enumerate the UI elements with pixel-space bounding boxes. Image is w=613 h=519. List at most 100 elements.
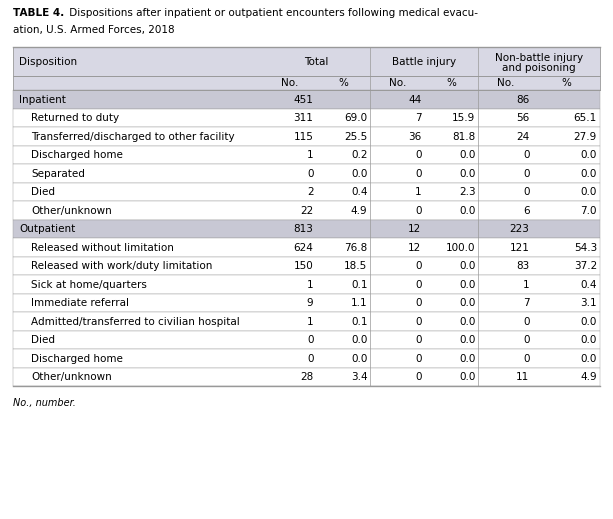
Text: 0.0: 0.0 <box>581 150 597 160</box>
Text: 25.5: 25.5 <box>345 132 367 142</box>
Text: 0: 0 <box>523 150 530 160</box>
Text: Transferred/discharged to other facility: Transferred/discharged to other facility <box>31 132 235 142</box>
Text: 0.2: 0.2 <box>351 150 367 160</box>
Text: Admitted/transferred to civilian hospital: Admitted/transferred to civilian hospita… <box>31 317 240 327</box>
Bar <box>13 312 600 331</box>
Text: 0: 0 <box>415 280 422 290</box>
Text: Discharged home: Discharged home <box>31 150 123 160</box>
Bar <box>13 183 600 201</box>
Bar <box>13 220 600 239</box>
Text: 86: 86 <box>516 95 530 105</box>
Text: Released without limitation: Released without limitation <box>31 243 174 253</box>
Bar <box>13 368 600 387</box>
Text: 451: 451 <box>294 95 313 105</box>
Bar <box>13 90 600 109</box>
Text: 0: 0 <box>415 317 422 327</box>
Text: 15.9: 15.9 <box>452 113 476 123</box>
Text: No.: No. <box>281 78 298 88</box>
Text: 0.0: 0.0 <box>581 187 597 197</box>
Text: 0.0: 0.0 <box>459 280 476 290</box>
Text: 0: 0 <box>415 354 422 364</box>
Text: Separated: Separated <box>31 169 85 179</box>
Text: 0.0: 0.0 <box>459 169 476 179</box>
Text: 1: 1 <box>307 317 313 327</box>
Text: 100.0: 100.0 <box>446 243 476 253</box>
Text: 81.8: 81.8 <box>452 132 476 142</box>
Text: and poisoning: and poisoning <box>503 63 576 73</box>
Text: 24: 24 <box>516 132 530 142</box>
Text: 0.0: 0.0 <box>459 354 476 364</box>
Text: 0.0: 0.0 <box>459 150 476 160</box>
Text: 3.4: 3.4 <box>351 372 367 383</box>
Text: 115: 115 <box>294 132 313 142</box>
Bar <box>13 331 600 349</box>
Text: 0.0: 0.0 <box>351 354 367 364</box>
Bar <box>13 239 600 257</box>
Text: 7: 7 <box>523 298 530 308</box>
Text: 54.3: 54.3 <box>574 243 597 253</box>
Text: 22: 22 <box>300 206 313 216</box>
Text: 12: 12 <box>408 243 422 253</box>
Bar <box>13 109 600 128</box>
Text: 0.4: 0.4 <box>581 280 597 290</box>
Text: 0.0: 0.0 <box>459 335 476 345</box>
Text: 1: 1 <box>523 280 530 290</box>
Text: 0.1: 0.1 <box>351 280 367 290</box>
Text: 0.0: 0.0 <box>581 317 597 327</box>
Text: 0.0: 0.0 <box>459 298 476 308</box>
Text: 7.0: 7.0 <box>581 206 597 216</box>
Text: 1: 1 <box>307 280 313 290</box>
Text: 0: 0 <box>415 298 422 308</box>
Text: 0: 0 <box>523 187 530 197</box>
Bar <box>13 349 600 368</box>
Text: 9: 9 <box>307 298 313 308</box>
Text: Immediate referral: Immediate referral <box>31 298 129 308</box>
Text: No., number.: No., number. <box>13 399 76 408</box>
Bar <box>13 47 600 76</box>
Bar <box>13 128 600 146</box>
Text: 65.1: 65.1 <box>574 113 597 123</box>
Bar <box>13 257 600 276</box>
Text: 37.2: 37.2 <box>574 261 597 271</box>
Text: 0.0: 0.0 <box>459 317 476 327</box>
Text: 3.1: 3.1 <box>581 298 597 308</box>
Text: 813: 813 <box>294 224 313 234</box>
Bar <box>13 76 600 90</box>
Text: 0.0: 0.0 <box>581 169 597 179</box>
Bar <box>13 165 600 183</box>
Text: 2: 2 <box>307 187 313 197</box>
Text: 4.9: 4.9 <box>351 206 367 216</box>
Text: 0: 0 <box>415 261 422 271</box>
Text: 28: 28 <box>300 372 313 383</box>
Text: 18.5: 18.5 <box>345 261 367 271</box>
Text: 1.1: 1.1 <box>351 298 367 308</box>
Text: Other/unknown: Other/unknown <box>31 372 112 383</box>
Text: 0: 0 <box>415 372 422 383</box>
Text: Disposition: Disposition <box>19 57 77 66</box>
Text: 56: 56 <box>516 113 530 123</box>
Text: TABLE 4.: TABLE 4. <box>13 8 64 18</box>
Text: 150: 150 <box>294 261 313 271</box>
Bar <box>13 294 600 312</box>
Text: No.: No. <box>389 78 406 88</box>
Text: 0: 0 <box>523 354 530 364</box>
Text: 44: 44 <box>408 95 422 105</box>
Text: 0: 0 <box>415 169 422 179</box>
Text: Other/unknown: Other/unknown <box>31 206 112 216</box>
Text: Released with work/duty limitation: Released with work/duty limitation <box>31 261 212 271</box>
Text: 0: 0 <box>523 169 530 179</box>
Text: 0.0: 0.0 <box>459 372 476 383</box>
Text: ation, U.S. Armed Forces, 2018: ation, U.S. Armed Forces, 2018 <box>13 25 175 35</box>
Text: Died: Died <box>31 187 55 197</box>
Text: 7: 7 <box>415 113 422 123</box>
Text: Died: Died <box>31 335 55 345</box>
Text: 76.8: 76.8 <box>345 243 367 253</box>
Text: No.: No. <box>497 78 514 88</box>
Text: 83: 83 <box>516 261 530 271</box>
Bar <box>13 276 600 294</box>
Text: 6: 6 <box>523 206 530 216</box>
Text: 0: 0 <box>523 317 530 327</box>
Text: 0.0: 0.0 <box>581 354 597 364</box>
Text: Battle injury: Battle injury <box>392 57 457 66</box>
Text: 0.0: 0.0 <box>351 169 367 179</box>
